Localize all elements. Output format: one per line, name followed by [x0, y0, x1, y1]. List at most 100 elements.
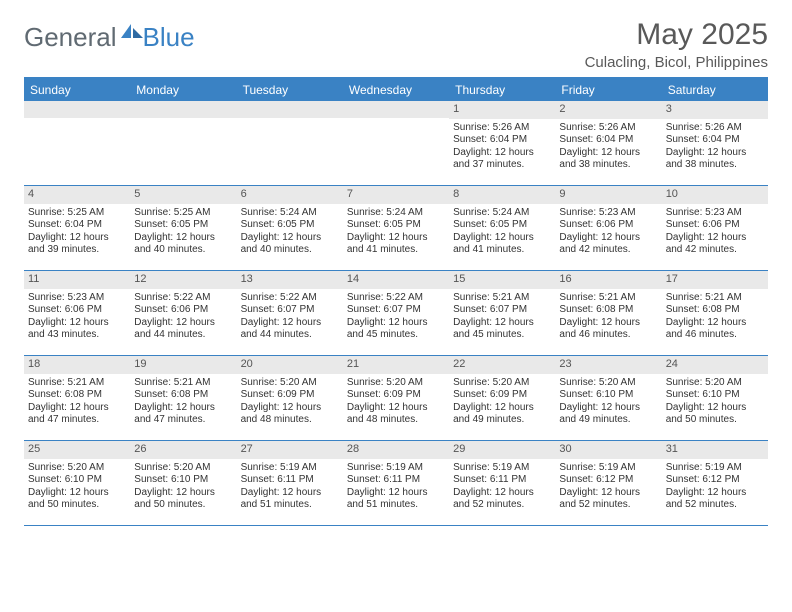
day-cell — [343, 101, 449, 185]
sunset-text: Sunset: 6:12 PM — [559, 474, 657, 487]
daylight-text: Daylight: 12 hours — [134, 487, 232, 500]
sunrise-text: Sunrise: 5:20 AM — [28, 462, 126, 475]
day-number: 25 — [24, 441, 130, 459]
day-header: Friday — [555, 79, 661, 101]
daylight-text: Daylight: 12 hours — [28, 232, 126, 245]
day-number: 19 — [130, 356, 236, 374]
logo: General Blue — [24, 18, 195, 53]
day-number: 2 — [555, 101, 661, 119]
daylight-text: Daylight: 12 hours — [347, 487, 445, 500]
daylight-text: and 41 minutes. — [347, 244, 445, 257]
daylight-text: and 41 minutes. — [453, 244, 551, 257]
day-number: 5 — [130, 186, 236, 204]
daylight-text: Daylight: 12 hours — [134, 317, 232, 330]
day-body: Sunrise: 5:25 AMSunset: 6:05 PMDaylight:… — [130, 204, 236, 263]
day-number: 8 — [449, 186, 555, 204]
sunset-text: Sunset: 6:08 PM — [134, 389, 232, 402]
day-cell: 4Sunrise: 5:25 AMSunset: 6:04 PMDaylight… — [24, 186, 130, 270]
daylight-text: Daylight: 12 hours — [559, 232, 657, 245]
day-cell: 22 Sunrise: 5:20 AMSunset: 6:09 PMDayligh… — [449, 356, 555, 440]
sunrise-text: Sunrise: 5:20 AM — [241, 377, 339, 390]
day-body: Sunrise: 5:20 AMSunset: 6:09 PMDaylight:… — [343, 374, 449, 433]
day-body: Sunrise: 5:22 AMSunset: 6:06 PMDaylight:… — [130, 289, 236, 348]
daylight-text: and 50 minutes. — [134, 499, 232, 512]
day-number: 21 — [343, 356, 449, 374]
day-cell: 6Sunrise: 5:24 AMSunset: 6:05 PMDaylight… — [237, 186, 343, 270]
sunrise-text: Sunrise: 5:21 AM — [453, 292, 551, 305]
day-body: Sunrise: 5:26 AMSunset: 6:04 PMDaylight:… — [662, 119, 768, 178]
day-body: Sunrise: 5:19 AMSunset: 6:11 PMDaylight:… — [449, 459, 555, 518]
day-body: Sunrise: 5:21 AMSunset: 6:08 PMDaylight:… — [555, 289, 661, 348]
day-body: Sunrise: 5:20 AMSunset: 6:09 PMDaylight:… — [237, 374, 343, 433]
day-number: 22 — [449, 356, 555, 374]
sunrise-text: Sunrise: 5:20 AM — [453, 377, 551, 390]
daylight-text: Daylight: 12 hours — [453, 402, 551, 415]
sunset-text: Sunset: 6:05 PM — [134, 219, 232, 232]
day-body: Sunrise: 5:20 AMSunset: 6:10 PMDaylight:… — [130, 459, 236, 518]
day-body: Sunrise: 5:19 AMSunset: 6:12 PMDaylight:… — [555, 459, 661, 518]
day-number: 15 — [449, 271, 555, 289]
day-cell: 26Sunrise: 5:20 AMSunset: 6:10 PMDayligh… — [130, 441, 236, 525]
sunset-text: Sunset: 6:10 PM — [134, 474, 232, 487]
day-body: Sunrise: 5:19 AMSunset: 6:12 PMDaylight:… — [662, 459, 768, 518]
daylight-text: Daylight: 12 hours — [666, 487, 764, 500]
day-body: Sunrise: 5:24 AMSunset: 6:05 PMDaylight:… — [237, 204, 343, 263]
sunrise-text: Sunrise: 5:22 AM — [134, 292, 232, 305]
sunset-text: Sunset: 6:05 PM — [347, 219, 445, 232]
sunset-text: Sunset: 6:05 PM — [241, 219, 339, 232]
day-cell: 27Sunrise: 5:19 AMSunset: 6:11 PMDayligh… — [237, 441, 343, 525]
daylight-text: and 38 minutes. — [666, 159, 764, 172]
day-body: Sunrise: 5:26 AMSunset: 6:04 PMDaylight:… — [449, 119, 555, 178]
logo-sail-icon — [121, 22, 143, 43]
sunrise-text: Sunrise: 5:26 AM — [666, 122, 764, 135]
sunrise-text: Sunrise: 5:19 AM — [559, 462, 657, 475]
day-cell: 23Sunrise: 5:20 AMSunset: 6:10 PMDayligh… — [555, 356, 661, 440]
daylight-text: Daylight: 12 hours — [28, 317, 126, 330]
day-cell: 9Sunrise: 5:23 AMSunset: 6:06 PMDaylight… — [555, 186, 661, 270]
week-row: 1Sunrise: 5:26 AMSunset: 6:04 PMDaylight… — [24, 101, 768, 186]
sunrise-text: Sunrise: 5:21 AM — [134, 377, 232, 390]
sunrise-text: Sunrise: 5:23 AM — [28, 292, 126, 305]
sunset-text: Sunset: 6:09 PM — [453, 389, 551, 402]
day-number: 29 — [449, 441, 555, 459]
daylight-text: and 47 minutes. — [28, 414, 126, 427]
logo-text-general: General — [24, 22, 117, 53]
sunset-text: Sunset: 6:07 PM — [347, 304, 445, 317]
day-body: Sunrise: 5:21 AMSunset: 6:08 PMDaylight:… — [130, 374, 236, 433]
day-number: 1 — [449, 101, 555, 119]
sunrise-text: Sunrise: 5:21 AM — [559, 292, 657, 305]
sunrise-text: Sunrise: 5:19 AM — [666, 462, 764, 475]
day-cell: 14Sunrise: 5:22 AMSunset: 6:07 PMDayligh… — [343, 271, 449, 355]
daylight-text: Daylight: 12 hours — [559, 147, 657, 160]
day-number — [24, 101, 130, 118]
daylight-text: and 44 minutes. — [134, 329, 232, 342]
daylight-text: Daylight: 12 hours — [559, 402, 657, 415]
day-number: 31 — [662, 441, 768, 459]
daylight-text: Daylight: 12 hours — [134, 402, 232, 415]
day-cell — [237, 101, 343, 185]
daylight-text: and 50 minutes. — [666, 414, 764, 427]
day-body: Sunrise: 5:21 AMSunset: 6:07 PMDaylight:… — [449, 289, 555, 348]
sunset-text: Sunset: 6:11 PM — [453, 474, 551, 487]
day-number: 3 — [662, 101, 768, 119]
sunrise-text: Sunrise: 5:20 AM — [347, 377, 445, 390]
sunrise-text: Sunrise: 5:21 AM — [28, 377, 126, 390]
daylight-text: Daylight: 12 hours — [347, 232, 445, 245]
daylight-text: and 52 minutes. — [453, 499, 551, 512]
daylight-text: and 45 minutes. — [453, 329, 551, 342]
day-cell: 31Sunrise: 5:19 AMSunset: 6:12 PMDayligh… — [662, 441, 768, 525]
week-row: 18Sunrise: 5:21 AMSunset: 6:08 PMDayligh… — [24, 356, 768, 441]
daylight-text: and 49 minutes. — [559, 414, 657, 427]
day-cell: 29Sunrise: 5:19 AMSunset: 6:11 PMDayligh… — [449, 441, 555, 525]
daylight-text: and 52 minutes. — [666, 499, 764, 512]
day-header: Monday — [130, 79, 236, 101]
sunrise-text: Sunrise: 5:25 AM — [134, 207, 232, 220]
day-cell: 18Sunrise: 5:21 AMSunset: 6:08 PMDayligh… — [24, 356, 130, 440]
daylight-text: and 48 minutes. — [347, 414, 445, 427]
sunset-text: Sunset: 6:04 PM — [666, 134, 764, 147]
sunrise-text: Sunrise: 5:20 AM — [666, 377, 764, 390]
day-cell: 12Sunrise: 5:22 AMSunset: 6:06 PMDayligh… — [130, 271, 236, 355]
day-body: Sunrise: 5:20 AMSunset: 6:10 PMDaylight:… — [555, 374, 661, 433]
day-body: Sunrise: 5:23 AMSunset: 6:06 PMDaylight:… — [662, 204, 768, 263]
day-number: 6 — [237, 186, 343, 204]
